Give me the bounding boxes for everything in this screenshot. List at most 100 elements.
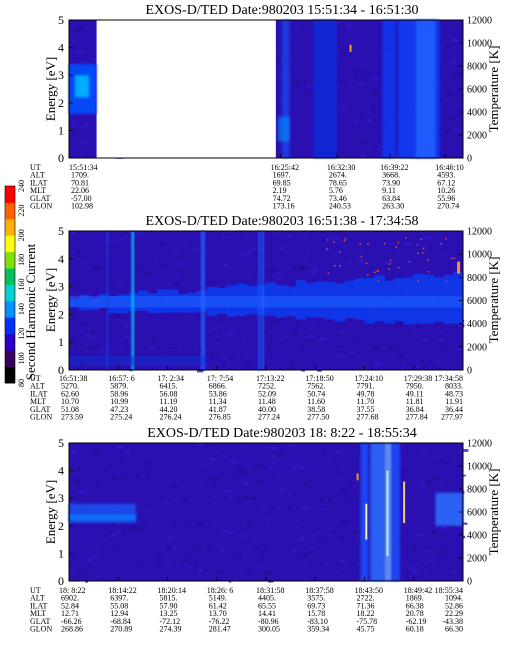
spectrogram-cell (116, 281, 122, 284)
spectrogram-cell (347, 486, 353, 489)
flux-core (394, 296, 405, 308)
spectrogram-cell (268, 572, 274, 574)
noise-dot (327, 239, 329, 241)
spectrogram-cell (289, 468, 297, 471)
spectrogram-cell (275, 473, 282, 475)
noise-dot (377, 280, 380, 282)
orbit-value: 57.90 (160, 601, 178, 610)
spectrogram-cell (246, 500, 251, 504)
orbit-time: 16:46:10 (435, 163, 463, 172)
orbit-value: 67.12 (437, 178, 455, 187)
orbit-value: 20.78 (406, 609, 424, 618)
spectrogram-cell (103, 468, 107, 472)
spectrogram-cell (93, 58, 98, 61)
spectrogram-cell (244, 496, 249, 500)
spectrogram-cell (341, 331, 345, 333)
spectrogram-cell (338, 468, 345, 471)
orbit-value: 7562. (307, 382, 325, 391)
y-tick-label: 3 (58, 68, 64, 82)
spectrogram-cell (400, 366, 404, 371)
spectrogram-cell (332, 236, 340, 241)
spectrogram-cell (90, 555, 98, 559)
orbit-row-label: ILAT (30, 389, 47, 398)
spectrogram-cell (232, 460, 239, 464)
y2-tick-label: 12000 (467, 439, 492, 450)
spectrogram-cell (192, 248, 201, 252)
noise-dot (397, 266, 400, 269)
spectrogram-cell (113, 314, 120, 318)
colorbar-tick-label: 100 (17, 352, 26, 364)
orbit-value: 52.86 (445, 601, 463, 610)
orbit-row-label: GLON (30, 625, 52, 634)
orbit-value: 11.48 (258, 397, 276, 406)
flux-core (315, 296, 326, 308)
colorbar: 80 100 120 140 160 180 200 220 240 Second Harmon… (4, 180, 38, 387)
spectrogram-cell (251, 316, 255, 318)
spectrogram-cell (311, 320, 316, 323)
orbit-value: 11.91 (445, 397, 463, 406)
orbit-value: -76.22 (209, 617, 230, 626)
spectrogram-cell (155, 558, 163, 562)
spectrogram-cell (307, 334, 314, 338)
orbit-value: 56.08 (160, 389, 178, 398)
spectrogram-cell (149, 347, 154, 350)
spectrogram-cell (259, 557, 265, 561)
y-tick-label: 1 (58, 123, 64, 137)
spectrogram-cell (136, 266, 142, 268)
spectrogram-cell (461, 522, 468, 525)
spectrogram-cell (439, 100, 444, 102)
orbit-value: 1697. (273, 171, 291, 180)
spectrogram-cell (339, 81, 347, 84)
orbit-row-label: ALT (30, 382, 45, 391)
spectrogram-cell (114, 331, 123, 333)
spectrogram-cell (440, 549, 448, 551)
y2-tick-label: 10000 (467, 462, 492, 473)
y-tick-label: 1 (58, 546, 64, 560)
spectrogram-cell (337, 346, 345, 348)
spectrogram-cell (415, 563, 421, 566)
spectrogram-cell (133, 237, 137, 242)
flux-spike (262, 231, 265, 370)
spectrogram-cell (250, 540, 258, 543)
orbit-value: 49.11 (406, 389, 424, 398)
spectrogram-cell (389, 345, 394, 349)
orbit-row-label: GLAT (30, 405, 51, 414)
spectrogram-cell (363, 70, 367, 75)
spectrogram-cell (110, 477, 118, 481)
orbit-row-label: ALT (30, 594, 45, 603)
spectrogram-cell (320, 492, 323, 494)
spectrogram-cell (399, 484, 407, 487)
flux-core (147, 296, 159, 308)
noise-dot (445, 280, 448, 283)
spectrogram-cell (192, 547, 198, 551)
spectrogram-cell (421, 365, 427, 369)
spectrogram-cell (247, 250, 252, 253)
orbit-value: 359.34 (307, 625, 329, 634)
spectrogram-cell (311, 533, 315, 538)
orbit-value: -66.26 (61, 617, 82, 626)
spectrogram-cell (175, 262, 183, 266)
flux-spike (457, 261, 461, 274)
y2-tick-label: 12000 (467, 16, 492, 27)
spectrogram-cell (96, 548, 100, 550)
orbit-value: 5149. (209, 594, 227, 603)
spectrogram-cell (428, 570, 434, 572)
orbit-value: -75.78 (357, 617, 378, 626)
panel-3-y2label: Temperature [K] (486, 469, 501, 556)
orbit-time: 18:55:34 (435, 586, 463, 595)
spectrogram-cell (457, 347, 462, 352)
spectrogram-cell (245, 356, 248, 359)
spectrogram-cell (123, 323, 128, 327)
spectrogram-cell (197, 523, 203, 526)
spectrogram-cell (440, 329, 445, 333)
spectrogram-cell (333, 254, 338, 257)
orbit-value: 273.59 (61, 413, 83, 422)
flux-core (305, 296, 316, 308)
spectrogram-cell (319, 231, 323, 233)
flux-core (374, 296, 385, 308)
spectrogram-cell (273, 58, 281, 62)
spectrogram-cell (193, 566, 198, 571)
spectrogram-cell (293, 555, 297, 557)
orbit-value: 70.81 (71, 178, 89, 187)
panel-3-yaxis: 0 1 2 3 4 5 (58, 436, 73, 588)
